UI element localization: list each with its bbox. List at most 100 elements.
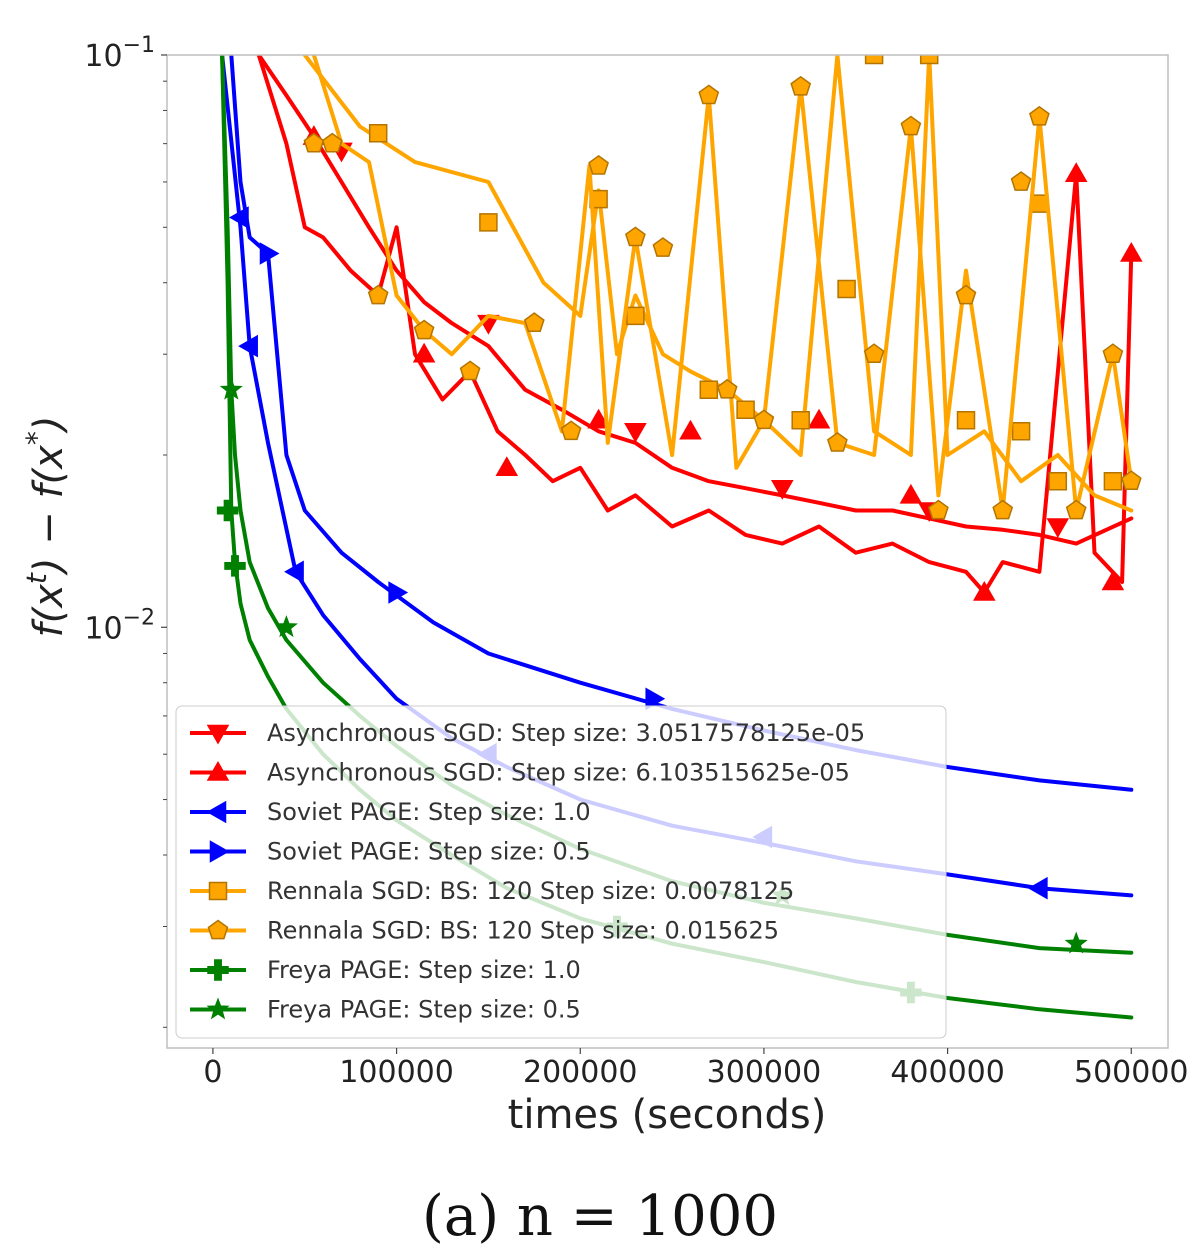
series-6-point (321, 132, 343, 153)
series-7-point (224, 555, 246, 577)
legend-label: Soviet PAGE: Step size: 0.5 (267, 838, 591, 866)
series-6-point (1029, 105, 1050, 126)
legend-swatch-marker (208, 881, 228, 901)
series-2-point (899, 483, 923, 504)
legend-label: Rennala SGD: BS: 120 Step size: 0.015625 (267, 917, 779, 945)
series-6-point (523, 312, 545, 332)
series-6-point (1065, 499, 1087, 520)
series-6-point (560, 420, 582, 441)
legend-label: Rennala SGD: BS: 120 Step size: 0.007812… (267, 877, 794, 905)
series-5-point (1048, 471, 1068, 491)
series-5-point (626, 306, 645, 326)
series-1-point (1046, 518, 1070, 539)
series-5-point (368, 123, 388, 143)
series-6-point (652, 237, 674, 257)
series-5-point (837, 279, 856, 299)
x-tick-label: 200000 (523, 1055, 638, 1090)
series-6-point (303, 132, 325, 153)
legend-entry: Freya PAGE: Step size: 0.5 (190, 996, 581, 1024)
x-tick-label: 500000 (1074, 1055, 1189, 1090)
series-6-point (900, 115, 922, 136)
legend-entry: Asynchronous SGD: Step size: 3.051757812… (190, 719, 865, 747)
series-8-point (219, 377, 243, 400)
series-6-point (459, 360, 481, 381)
series-line-1 (256, 55, 1134, 546)
series-5-point (864, 55, 884, 65)
caption: (a) n = 1000 (422, 1184, 778, 1249)
series-6-point (1010, 171, 1032, 191)
y-axis: 10−2 10−1 (84, 33, 167, 1028)
x-tick-label: 300000 (707, 1055, 822, 1090)
x-tick-label: 0 (203, 1055, 222, 1090)
series-6-point (625, 226, 646, 247)
legend-entry: Rennala SGD: BS: 120 Step size: 0.015625 (190, 917, 779, 945)
x-axis: 0 100000 200000 300000 400000 500000 (203, 1048, 1189, 1090)
x-tick-label: 100000 (339, 1055, 454, 1090)
series-6-point (413, 319, 435, 340)
series-2-point (1064, 162, 1088, 183)
legend-entry: Rennala SGD: BS: 120 Step size: 0.007812… (190, 877, 794, 905)
series-4-point (645, 687, 666, 711)
series-6-point (698, 84, 720, 105)
series-6 (303, 55, 1142, 520)
series-5-point (479, 213, 498, 232)
series-6-point (753, 409, 775, 430)
series-5-point (1103, 471, 1123, 491)
series-2-point (587, 408, 610, 429)
series-5-point (736, 400, 755, 419)
legend-label: Soviet PAGE: Step size: 1.0 (267, 798, 591, 826)
series-6-point (1120, 470, 1142, 491)
series-6-point (992, 499, 1014, 520)
series-6-point (790, 75, 812, 96)
legend: Asynchronous SGD: Step size: 3.051757812… (175, 705, 947, 1039)
series-2-point (1120, 241, 1143, 262)
legend-label: Freya PAGE: Step size: 1.0 (267, 956, 581, 984)
legend-swatch-marker (206, 800, 227, 824)
series-6-point (827, 431, 848, 452)
series-6-point (955, 284, 977, 305)
series-5-point (699, 380, 719, 400)
y-axis-label-text: f(xt) − f(x*) (20, 416, 72, 638)
series-6-point (716, 378, 738, 399)
legend-label: Asynchronous SGD: Step size: 6.103515625… (267, 759, 850, 787)
series-3-point (238, 334, 258, 358)
legend-swatch-marker (209, 840, 230, 863)
legend-swatch-marker (206, 724, 230, 745)
series-2-point (1101, 570, 1125, 591)
series-5-point (919, 55, 939, 65)
series-6-point (863, 343, 885, 364)
legend-entry: Freya PAGE: Step size: 1.0 (190, 956, 581, 984)
plot-frame (166, 54, 1169, 1049)
y-tick-label: 10−2 (84, 605, 155, 646)
series-3-point (1027, 876, 1048, 900)
series-2-point (679, 419, 702, 440)
legend-entry: Asynchronous SGD: Step size: 6.103515625… (190, 759, 850, 787)
series-7-point (216, 499, 239, 522)
legend-swatch-marker (206, 760, 230, 781)
series-1-point (624, 423, 647, 443)
legend-label: Freya PAGE: Step size: 0.5 (267, 996, 581, 1024)
x-tick-label: 400000 (890, 1055, 1005, 1090)
series-1-point (771, 479, 794, 500)
y-axis-label: f(xt) − f(x*) (20, 416, 72, 638)
series-8-point (1064, 931, 1088, 954)
series-4-point (388, 581, 409, 604)
series-5-point (956, 411, 976, 430)
series-8-point (274, 615, 298, 638)
x-axis-label: times (seconds) (508, 1092, 827, 1138)
series-3-point (284, 560, 304, 584)
legend-box (175, 705, 947, 1039)
legend-swatch-marker (206, 997, 230, 1020)
series-6-point (928, 499, 949, 520)
series-4-point (259, 242, 280, 265)
legend-label: Asynchronous SGD: Step size: 3.051757812… (267, 719, 865, 747)
legend-swatch-marker (207, 959, 229, 981)
series-2-point (807, 408, 831, 429)
series-2-point (412, 342, 436, 363)
series-2-point (973, 580, 996, 601)
y-tick-label: 10−1 (84, 33, 155, 74)
series-line-2 (256, 55, 1134, 595)
series-6-point (367, 284, 389, 305)
series-6-point (1102, 343, 1124, 364)
